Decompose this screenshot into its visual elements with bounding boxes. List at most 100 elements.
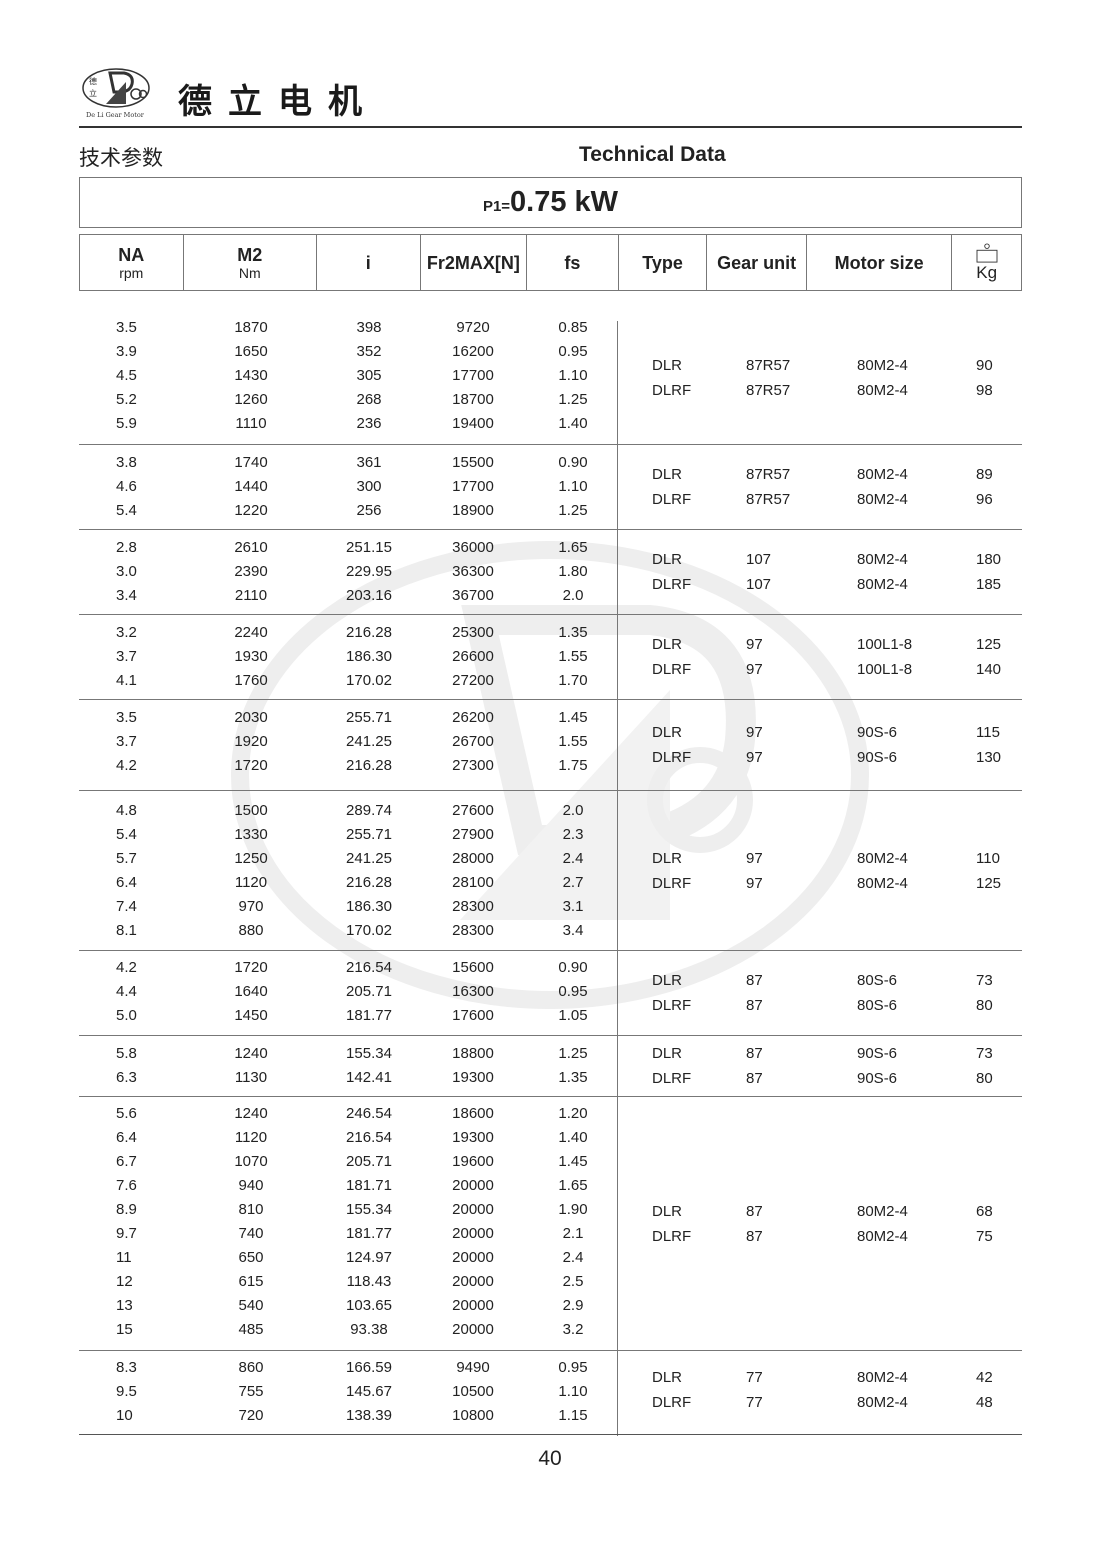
cell-m2: 1740 [234,454,268,471]
cell-fs: 1.20 [558,1105,588,1122]
svg-text:立: 立 [89,88,97,98]
cell-fr: 10500 [452,1383,494,1400]
cell-fr: 15500 [452,454,494,471]
column-divider [617,791,618,950]
cell-na: 3.0 [116,563,137,580]
cell-fr: 20000 [452,1177,494,1194]
cell-na: 13 [116,1297,133,1314]
cell-m2: 2390 [234,563,268,580]
cell-fs: 0.95 [558,983,588,1000]
cell-fs: 1.75 [558,757,588,774]
col-i-label: i [365,252,371,273]
table-row: 5.4 1330 255.71 27900 2.3 [79,823,1022,847]
cell-m2: 2110 [234,587,268,604]
table-row: 8.1 880 170.02 28300 3.4 [79,919,1022,943]
cell-fs: 2.3 [562,826,584,843]
cell-fr: 27300 [452,757,494,774]
col-motor-size-label: Motor size [834,252,924,273]
power-rating: P1=0.75 kW [79,177,1022,228]
svg-text:De Li Gear Motor: De Li Gear Motor [86,111,145,119]
section-title-en: Technical Data [579,143,726,166]
table-row: 5.6 1240 246.54 18600 1.20 [79,1102,1022,1126]
cell-fr: 17600 [452,1007,494,1024]
cell-fs: 3.4 [562,922,584,939]
cell-fr: 19600 [452,1153,494,1170]
col-na-label: NA [118,244,145,265]
cell-ii: 138.39 [346,1407,392,1424]
column-divider [617,951,618,1035]
table-group: 4.2 1720 216.54 15600 0.90 4.4 1640 205.71 16300… [79,951,1022,1036]
cell-ii: 268 [356,391,382,408]
cell-na: 6.7 [116,1153,137,1170]
cell-m2: 1930 [234,648,268,665]
cell-fr: 20000 [452,1321,494,1338]
table-body: 3.5 1870 398 9720 0.85 3.9 1650 352 16200 0.95 4.5… [79,311,1022,1436]
cell-fs: 1.25 [558,391,588,408]
cell-ii: 170.02 [346,672,392,689]
cell-m2: 940 [238,1177,264,1194]
table-group: 2.8 2610 251.15 36000 1.65 3.0 2390 229.95 36300… [79,530,1022,615]
table-row: 3.0 2390 229.95 36300 1.80 [79,560,1022,584]
column-divider [617,530,618,614]
col-fr: Fr2MAX[N] [421,235,528,290]
cell-fr: 19300 [452,1069,494,1086]
cell-ii: 361 [356,454,382,471]
cell-m2: 1070 [234,1153,268,1170]
cell-ii: 203.16 [346,587,392,604]
table-group: 8.3 860 166.59 9490 0.95 9.5 755 145.67 10500 1.1… [79,1351,1022,1436]
table-row: 3.7 1920 241.25 26700 1.55 [79,730,1022,754]
table-group: 3.8 1740 361 15500 0.90 4.6 1440 300 17700 1.10 5.… [79,445,1022,530]
cell-na: 2.8 [116,539,137,556]
cell-m2: 2240 [234,624,268,641]
cell-fr: 28100 [452,874,494,891]
cell-fr: 27900 [452,826,494,843]
cell-fr: 36700 [452,587,494,604]
table-row: 9.5 755 145.67 10500 1.10 [79,1380,1022,1404]
cell-na: 4.5 [116,367,137,384]
col-na-unit: rpm [119,264,144,281]
cell-fr: 15600 [452,959,494,976]
cell-m2: 1760 [234,672,268,689]
cell-ii: 246.54 [346,1105,392,1122]
cell-fr: 18600 [452,1105,494,1122]
weight-icon [976,243,998,263]
cell-m2: 880 [238,922,264,939]
cell-na: 3.9 [116,343,137,360]
cell-fs: 3.1 [562,898,584,915]
cell-m2: 1330 [234,826,268,843]
cell-m2: 2610 [234,539,268,556]
cell-fs: 1.25 [558,502,588,519]
cell-ii: 166.59 [346,1359,392,1376]
cell-fs: 1.25 [558,1045,588,1062]
cell-na: 7.6 [116,1177,137,1194]
table-row: 5.9 1110 236 19400 1.40 [79,412,1022,436]
header-divider [79,126,1022,128]
cell-fr: 19400 [452,415,494,432]
table-row: 4.4 1640 205.71 16300 0.95 [79,980,1022,1004]
cell-fr: 20000 [452,1297,494,1314]
cell-fs: 2.4 [562,850,584,867]
cell-fs: 0.90 [558,959,588,976]
cell-fs: 0.95 [558,343,588,360]
cell-ii: 398 [356,319,382,336]
cell-m2: 650 [238,1249,264,1266]
col-type-label: Type [642,252,683,273]
section-title-cn: 技术参数 [79,147,163,170]
cell-m2: 755 [238,1383,264,1400]
cell-fs: 1.70 [558,672,588,689]
cell-fr: 28000 [452,850,494,867]
cell-m2: 1260 [234,391,268,408]
cell-ii: 256 [356,502,382,519]
col-m2-label: M2 [237,244,263,265]
cell-na: 5.9 [116,415,137,432]
cell-ii: 241.25 [346,850,392,867]
table-row: 13 540 103.65 20000 2.9 [79,1294,1022,1318]
table-row: 6.4 1120 216.54 19300 1.40 [79,1126,1022,1150]
cell-fs: 1.10 [558,367,588,384]
table-row: 5.0 1450 181.77 17600 1.05 [79,1004,1022,1028]
cell-na: 5.6 [116,1105,137,1122]
col-gear-unit-label: Gear unit [717,252,797,273]
cell-ii: 251.15 [346,539,392,556]
cell-na: 8.9 [116,1201,137,1218]
